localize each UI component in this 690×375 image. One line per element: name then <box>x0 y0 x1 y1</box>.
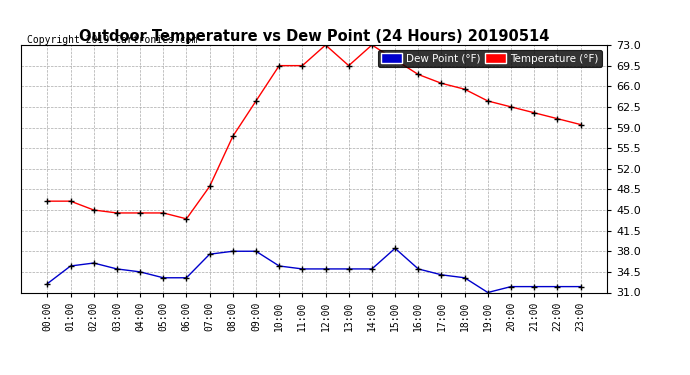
Legend: Dew Point (°F), Temperature (°F): Dew Point (°F), Temperature (°F) <box>377 50 602 67</box>
Text: Copyright 2019 Cartronics.com: Copyright 2019 Cartronics.com <box>26 35 197 45</box>
Title: Outdoor Temperature vs Dew Point (24 Hours) 20190514: Outdoor Temperature vs Dew Point (24 Hou… <box>79 29 549 44</box>
